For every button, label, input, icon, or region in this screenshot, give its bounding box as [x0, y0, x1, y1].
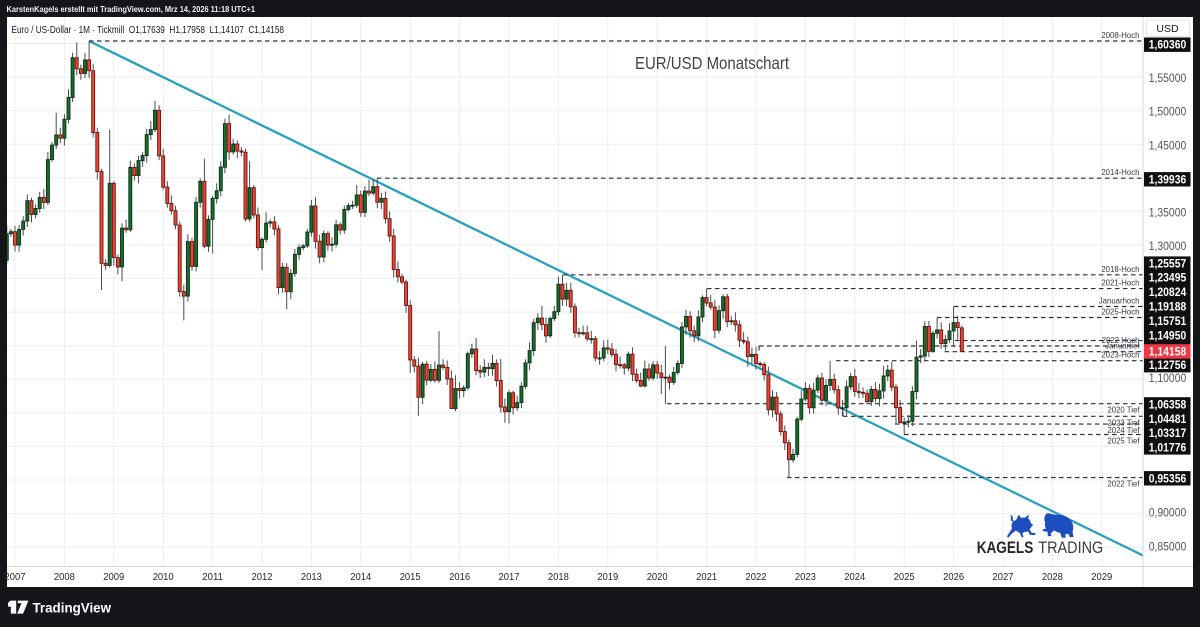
svg-text:2009: 2009	[103, 572, 124, 583]
svg-text:1,10000: 1,10000	[1149, 373, 1187, 385]
svg-text:2007: 2007	[5, 572, 26, 583]
svg-text:2027: 2027	[993, 572, 1014, 583]
svg-text:KarstenKagels erstellt mit Tra: KarstenKagels erstellt mit TradingView.c…	[7, 4, 256, 14]
svg-text:2024: 2024	[844, 572, 866, 583]
svg-text:TRADING: TRADING	[1038, 539, 1103, 557]
svg-text:2016: 2016	[449, 572, 471, 583]
svg-text:1,14950: 1,14950	[1149, 331, 1187, 343]
svg-text:2023: 2023	[795, 572, 817, 583]
svg-text:1,30000: 1,30000	[1149, 241, 1187, 253]
svg-text:2022: 2022	[746, 572, 767, 583]
svg-text:2010: 2010	[153, 572, 175, 583]
svg-text:1,15751: 1,15751	[1149, 316, 1187, 328]
svg-text:1,35000: 1,35000	[1149, 207, 1187, 219]
svg-text:2014: 2014	[350, 572, 372, 583]
svg-text:2008: 2008	[54, 572, 76, 583]
svg-text:2012: 2012	[252, 572, 273, 583]
svg-text:2008-Hoch: 2008-Hoch	[1101, 31, 1139, 40]
svg-text:2026: 2026	[943, 572, 965, 583]
svg-text:2028: 2028	[1042, 572, 1064, 583]
svg-text:1,25557: 1,25557	[1149, 258, 1187, 270]
svg-text:2022 Hoch: 2022 Hoch	[1102, 336, 1140, 345]
svg-text:1,04481: 1,04481	[1149, 414, 1187, 426]
svg-text:Januartief: Januartief	[1105, 342, 1140, 351]
svg-text:2025-Hoch: 2025-Hoch	[1101, 308, 1139, 317]
svg-text:1,60360: 1,60360	[1149, 40, 1187, 52]
svg-text:0,95356: 0,95356	[1149, 473, 1187, 485]
svg-text:1,55000: 1,55000	[1149, 73, 1187, 85]
svg-text:2011: 2011	[202, 572, 223, 583]
svg-text:0,90000: 0,90000	[1149, 508, 1187, 520]
svg-text:1,45000: 1,45000	[1149, 140, 1187, 152]
svg-text:2018: 2018	[548, 572, 570, 583]
svg-text:EUR/USD Monatschart: EUR/USD Monatschart	[635, 53, 789, 73]
svg-text:KAGELS: KAGELS	[977, 539, 1034, 557]
svg-text:2025: 2025	[894, 572, 916, 583]
svg-text:2022 Tief: 2022 Tief	[1107, 480, 1140, 489]
svg-text:1,03317: 1,03317	[1149, 428, 1187, 440]
svg-text:2023 Tief: 2023 Tief	[1107, 418, 1140, 427]
svg-text:1,20824: 1,20824	[1149, 287, 1187, 299]
svg-text:2021: 2021	[696, 572, 717, 583]
svg-text:Januarhoch: Januarhoch	[1099, 297, 1140, 306]
svg-text:1,19188: 1,19188	[1149, 301, 1187, 313]
svg-text:0,85000: 0,85000	[1149, 541, 1187, 553]
svg-text:2018-Hoch: 2018-Hoch	[1101, 265, 1139, 274]
svg-text:1,50000: 1,50000	[1149, 107, 1187, 119]
svg-text:1,39936: 1,39936	[1149, 174, 1187, 186]
svg-text:1,06358: 1,06358	[1149, 399, 1187, 411]
svg-text:2015: 2015	[400, 572, 422, 583]
svg-text:2023-Hoch: 2023-Hoch	[1101, 351, 1139, 360]
svg-text:TradingView: TradingView	[33, 600, 112, 615]
svg-text:2013: 2013	[301, 572, 323, 583]
svg-text:USD: USD	[1156, 23, 1179, 35]
svg-text:2020 Tief: 2020 Tief	[1107, 406, 1140, 415]
svg-text:2017: 2017	[499, 572, 520, 583]
svg-text:2014-Hoch: 2014-Hoch	[1101, 168, 1139, 177]
svg-text:Euro / US-Dollar · 1M · Tickmi: Euro / US-Dollar · 1M · Tickmill O1,1763…	[12, 25, 285, 36]
svg-text:1,12756: 1,12756	[1149, 360, 1187, 372]
svg-text:2029: 2029	[1091, 572, 1112, 583]
svg-text:1,01776: 1,01776	[1149, 443, 1187, 455]
svg-text:2021-Hoch: 2021-Hoch	[1101, 279, 1139, 288]
svg-text:1,14158: 1,14158	[1149, 346, 1187, 358]
svg-text:2019: 2019	[597, 572, 618, 583]
svg-text:2024 Tief: 2024 Tief	[1107, 426, 1140, 435]
svg-text:2020: 2020	[647, 572, 669, 583]
svg-text:1,23495: 1,23495	[1149, 273, 1187, 285]
svg-text:2025 Tief: 2025 Tief	[1107, 437, 1140, 446]
